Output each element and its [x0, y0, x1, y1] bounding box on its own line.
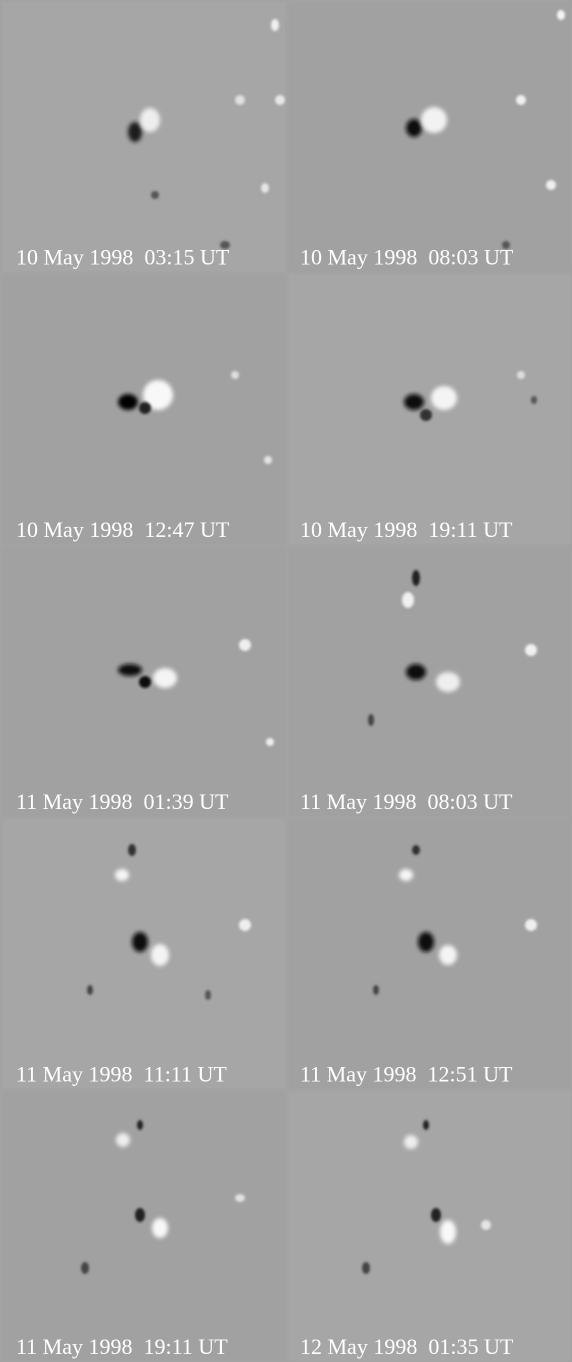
magnetogram-panel: 10 May 1998 03:15 UT	[3, 2, 285, 271]
magnetogram-panel: 11 May 1998 08:03 UT	[289, 547, 571, 816]
magnetic-feature	[116, 1133, 130, 1147]
magnetogram-panel: 11 May 1998 01:39 UT	[3, 547, 285, 816]
magnetic-feature	[525, 919, 537, 931]
magnetic-feature	[151, 191, 159, 199]
panel-image	[289, 1092, 571, 1361]
magnetic-feature	[118, 664, 142, 676]
magnetic-feature	[431, 1208, 441, 1222]
magnetic-feature	[440, 1220, 456, 1244]
magnetic-feature	[261, 183, 269, 193]
magnetic-feature	[139, 676, 151, 688]
magnetic-feature	[235, 95, 245, 105]
magnetic-feature	[139, 402, 151, 414]
panel-image	[3, 1092, 285, 1361]
magnetic-feature	[421, 107, 447, 133]
panel-timestamp: 11 May 1998 01:39 UT	[16, 789, 229, 814]
magnetic-feature	[87, 985, 93, 995]
magnetic-feature	[128, 844, 136, 856]
magnetogram-panel: 11 May 1998 11:11 UT	[3, 819, 285, 1088]
magnetic-feature	[406, 664, 426, 680]
panel-timestamp: 12 May 1998 01:35 UT	[300, 1334, 514, 1359]
magnetic-feature	[404, 394, 424, 410]
magnetic-feature	[239, 639, 251, 651]
magnetogram-panel: 10 May 1998 08:03 UT	[289, 2, 571, 271]
magnetic-feature	[531, 396, 537, 404]
panel-timestamp: 11 May 1998 12:51 UT	[300, 1062, 513, 1087]
magnetic-feature	[132, 932, 148, 952]
magnetic-feature	[517, 371, 525, 379]
magnetic-feature	[271, 19, 279, 31]
magnetogram-panel: 11 May 1998 12:51 UT	[289, 819, 571, 1088]
magnetic-feature	[275, 95, 285, 105]
magnetic-feature	[151, 944, 169, 966]
magnetic-feature	[235, 1194, 245, 1202]
magnetogram-panel: 10 May 1998 12:47 UT	[3, 274, 285, 543]
magnetic-feature	[439, 945, 457, 965]
magnetic-feature	[436, 672, 460, 692]
panel-timestamp: 11 May 1998 11:11 UT	[16, 1062, 227, 1087]
magnetic-feature	[368, 714, 374, 726]
panel-image	[289, 547, 571, 816]
magnetic-feature	[412, 845, 420, 855]
panel-timestamp: 10 May 1998 12:47 UT	[16, 517, 230, 542]
magnetic-feature	[266, 738, 274, 746]
magnetic-feature	[373, 985, 379, 995]
panel-timestamp: 11 May 1998 08:03 UT	[300, 789, 513, 814]
magnetic-feature	[481, 1220, 491, 1230]
magnetic-feature	[264, 456, 272, 464]
panel-image	[3, 2, 285, 271]
magnetic-feature	[412, 570, 420, 586]
magnetic-feature	[546, 180, 556, 190]
magnetic-feature	[404, 1135, 418, 1149]
panel-image	[289, 819, 571, 1088]
panel-timestamp: 10 May 1998 19:11 UT	[300, 517, 513, 542]
magnetic-feature	[205, 990, 211, 1000]
magnetic-feature	[115, 869, 129, 881]
magnetic-feature	[153, 668, 177, 688]
magnetogram-panel: 10 May 1998 19:11 UT	[289, 274, 571, 543]
magnetic-feature	[406, 119, 422, 137]
magnetic-feature	[140, 108, 160, 132]
magnetic-feature	[431, 386, 457, 410]
magnetogram-panel: 11 May 1998 19:11 UT	[3, 1092, 285, 1361]
magnetic-feature	[137, 1120, 143, 1130]
panel-timestamp: 10 May 1998 03:15 UT	[16, 244, 230, 269]
magnetogram-figure: 10 May 1998 03:15 UT 10 May 1998 08:03 UT…	[0, 0, 572, 1362]
magnetic-feature	[135, 1208, 145, 1222]
panel-image	[289, 2, 571, 271]
panel-timestamp: 10 May 1998 08:03 UT	[300, 244, 514, 269]
magnetic-feature	[152, 1218, 168, 1238]
magnetic-feature	[418, 932, 434, 952]
magnetic-feature	[525, 644, 537, 656]
magnetic-feature	[402, 592, 414, 608]
magnetic-feature	[420, 409, 432, 421]
magnetic-feature	[128, 122, 142, 142]
magnetic-feature	[557, 10, 565, 20]
panel-image	[289, 274, 571, 543]
magnetic-feature	[516, 95, 526, 105]
magnetic-feature	[362, 1262, 370, 1274]
magnetic-feature	[423, 1120, 429, 1130]
magnetic-feature	[231, 371, 239, 379]
magnetic-feature	[399, 869, 413, 881]
magnetic-feature	[81, 1262, 89, 1274]
magnetic-feature	[239, 919, 251, 931]
panel-timestamp: 11 May 1998 19:11 UT	[16, 1334, 228, 1359]
magnetic-feature	[118, 394, 138, 410]
magnetogram-panel: 12 May 1998 01:35 UT	[289, 1092, 571, 1361]
panel-image	[3, 819, 285, 1088]
